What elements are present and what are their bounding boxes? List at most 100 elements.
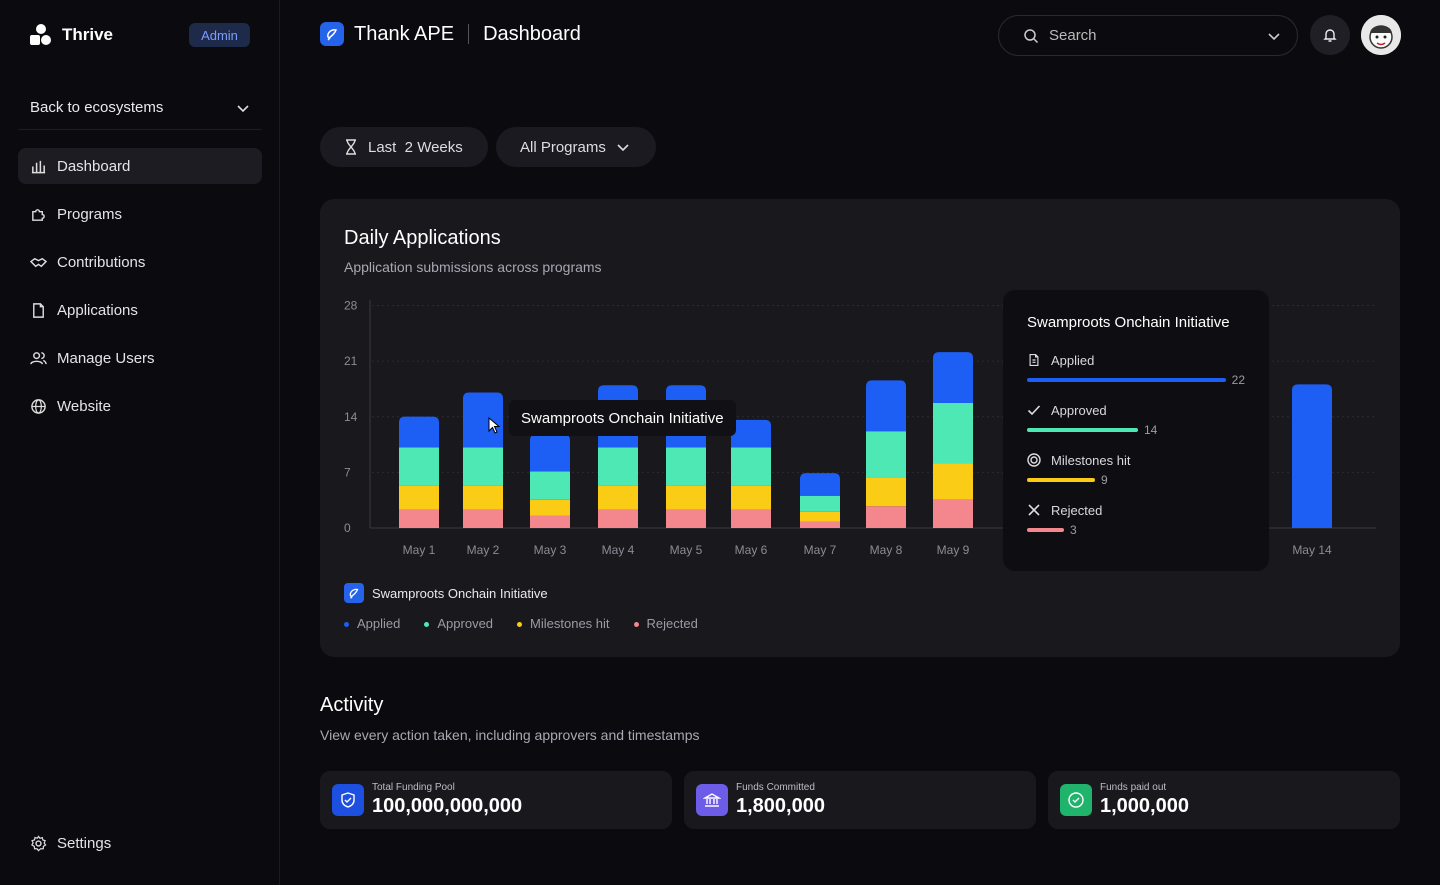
sidebar-item-contributions[interactable]: Contributions <box>18 244 262 280</box>
card-title: Daily Applications <box>344 227 501 249</box>
bar-segment-applied[interactable] <box>866 380 906 432</box>
bar-segment-rejected[interactable] <box>666 509 706 528</box>
bar-segment-rejected[interactable] <box>800 521 840 528</box>
file-icon <box>33 302 44 318</box>
bar-segment-milestones-hit[interactable] <box>399 485 439 510</box>
bar-segment-approved[interactable] <box>530 471 570 500</box>
app-logo-icon <box>320 22 344 46</box>
bar-segment-approved[interactable] <box>866 431 906 478</box>
y-tick-label: 14 <box>344 410 358 424</box>
page-title: Dashboard <box>483 22 581 45</box>
sidebar-item-manage-users[interactable]: Manage Users <box>18 340 262 376</box>
bar-segment-approved[interactable] <box>666 447 706 486</box>
sidebar-item-website[interactable]: Website <box>18 388 262 424</box>
bar-segment-applied[interactable] <box>800 473 840 496</box>
x-tick-label: May 1 <box>403 543 436 557</box>
x-icon <box>1028 504 1040 516</box>
bar-segment-rejected[interactable] <box>463 509 503 528</box>
settings-label: Settings <box>57 835 112 852</box>
detail-row-milestones: Milestones hit 9 <box>1027 451 1245 487</box>
bar-segment-approved[interactable] <box>933 402 973 464</box>
bar-segment-applied[interactable] <box>463 392 503 448</box>
legend-dot <box>344 622 349 628</box>
bar-segment-applied[interactable] <box>399 416 439 448</box>
chevron-down-icon <box>617 144 629 152</box>
bar-segment-approved[interactable] <box>399 447 439 486</box>
bar-segment-rejected[interactable] <box>598 509 638 528</box>
bar-segment-milestones-hit[interactable] <box>731 485 771 510</box>
sidebar-item-label: Applications <box>57 301 138 319</box>
detail-row-value: 22 <box>1231 373 1245 387</box>
bar-segment-approved[interactable] <box>598 447 638 486</box>
legend-label: Milestones hit <box>530 616 610 631</box>
bar-segment-milestones-hit[interactable] <box>463 485 503 510</box>
legend-dot <box>517 622 523 628</box>
stat-total-funding-pool[interactable]: Total Funding Pool 100,000,000,000 <box>320 771 672 829</box>
card-subtitle: Application submissions across programs <box>344 259 602 275</box>
bar-segment-milestones-hit[interactable] <box>666 485 706 510</box>
legend-item[interactable]: Approved <box>424 616 493 631</box>
bar-segment-approved[interactable] <box>731 447 771 486</box>
bell-icon <box>1323 29 1337 42</box>
bar-segment-applied[interactable] <box>1292 384 1332 528</box>
globe-icon <box>31 398 46 414</box>
daily-applications-chart: 0 7 14 21 28 May 1 May 2 May 3 May 4 May 5 May 6 Ma… <box>344 299 1376 557</box>
bar-segment-milestones-hit[interactable] <box>598 485 638 510</box>
check-icon <box>1027 405 1041 416</box>
stat-funds-paid-out[interactable]: Funds paid out 1,000,000 <box>1048 771 1400 829</box>
bar-segment-approved[interactable] <box>800 495 840 512</box>
ecosystem-selector[interactable]: Back to ecosystems <box>18 86 262 130</box>
bar-segment-approved[interactable] <box>463 447 503 486</box>
sidebar-item-dashboard[interactable]: Dashboard <box>18 148 262 184</box>
file-icon <box>1029 353 1039 367</box>
bar-segment-rejected[interactable] <box>933 499 973 528</box>
legend-item[interactable]: Milestones hit <box>517 616 610 631</box>
sidebar-item-settings[interactable]: Settings <box>30 835 111 852</box>
bar-segment-applied[interactable] <box>933 352 973 403</box>
admin-badge: Admin <box>189 23 250 47</box>
sidebar-item-programs[interactable]: Programs <box>18 196 262 232</box>
bar-segment-applied[interactable] <box>731 419 771 448</box>
program-filter[interactable]: All Programs <box>496 127 656 167</box>
bar-segment-rejected[interactable] <box>530 515 570 528</box>
bar-segment-milestones-hit[interactable] <box>933 463 973 500</box>
cursor-icon <box>488 417 501 434</box>
detail-bar <box>1027 528 1064 532</box>
legend-label: Approved <box>437 616 494 631</box>
stat-label: Total Funding Pool <box>372 782 455 793</box>
bar-segment-rejected[interactable] <box>399 509 439 528</box>
notifications-button[interactable] <box>1310 15 1350 55</box>
x-tick-label: May 9 <box>937 543 970 557</box>
x-tick-label: May 8 <box>870 543 903 557</box>
bar-segment-rejected[interactable] <box>866 506 906 528</box>
bar-segment-milestones-hit[interactable] <box>530 499 570 516</box>
activity-title: Activity <box>320 694 384 716</box>
avatar[interactable] <box>1361 15 1401 55</box>
puzzle-icon <box>32 208 45 221</box>
detail-bar <box>1027 428 1138 432</box>
gear-icon <box>31 835 47 852</box>
detail-tooltip: Swamproots Onchain Initiative Applied 22… <box>1003 290 1269 571</box>
hourglass-icon <box>346 139 356 155</box>
stat-label: Funds Committed <box>736 782 815 793</box>
detail-row-applied: Applied 22 <box>1027 351 1245 387</box>
legend-label: Applied <box>357 616 401 631</box>
bar-segment-applied[interactable] <box>530 434 570 472</box>
bar-segment-milestones-hit[interactable] <box>800 511 840 522</box>
legend-item[interactable]: Applied <box>344 616 400 631</box>
bank-icon <box>696 784 728 816</box>
date-range-label: Last 2 Weeks <box>368 138 463 156</box>
sidebar-item-applications[interactable]: Applications <box>18 292 262 328</box>
sidebar-item-label: Contributions <box>57 253 146 271</box>
stat-funds-committed[interactable]: Funds Committed 1,800,000 <box>684 771 1036 829</box>
bar-segment-rejected[interactable] <box>731 509 771 528</box>
y-tick-label: 21 <box>344 354 358 368</box>
legend-item[interactable]: Rejected <box>633 616 698 631</box>
search-input[interactable]: Search <box>998 15 1298 56</box>
stat-label: Funds paid out <box>1100 782 1167 793</box>
date-range-filter[interactable]: Last 2 Weeks <box>320 127 488 167</box>
sidebar-item-label: Dashboard <box>57 157 131 175</box>
bar-segment-milestones-hit[interactable] <box>866 477 906 507</box>
detail-row-label: Applied <box>1051 352 1095 368</box>
brand[interactable]: Thrive <box>30 24 113 46</box>
